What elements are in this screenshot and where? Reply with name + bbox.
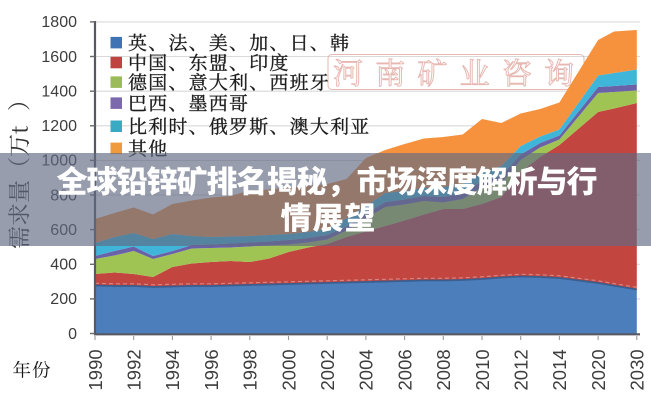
svg-text:1990: 1990 [85,349,106,390]
svg-text:2014: 2014 [549,349,570,390]
svg-text:2012: 2012 [511,349,532,390]
svg-text:400: 400 [50,257,77,274]
svg-text:1996: 1996 [201,349,222,390]
svg-text:1600: 1600 [41,49,77,66]
svg-text:2010: 2010 [472,349,493,390]
svg-text:1400: 1400 [41,84,77,101]
svg-text:1998: 1998 [240,349,261,390]
svg-text:2002: 2002 [317,349,338,390]
svg-text:0: 0 [68,326,77,343]
svg-text:2004: 2004 [356,349,377,390]
svg-text:2000: 2000 [278,349,299,390]
svg-text:200: 200 [50,291,77,308]
svg-text:2020: 2020 [588,349,609,390]
svg-text:2030: 2030 [627,349,648,390]
svg-text:2008: 2008 [433,349,454,390]
svg-text:1200: 1200 [41,118,77,135]
svg-text:2006: 2006 [394,349,415,390]
svg-text:1800: 1800 [41,14,77,31]
svg-text:1994: 1994 [162,349,183,390]
svg-text:1992: 1992 [124,349,145,390]
